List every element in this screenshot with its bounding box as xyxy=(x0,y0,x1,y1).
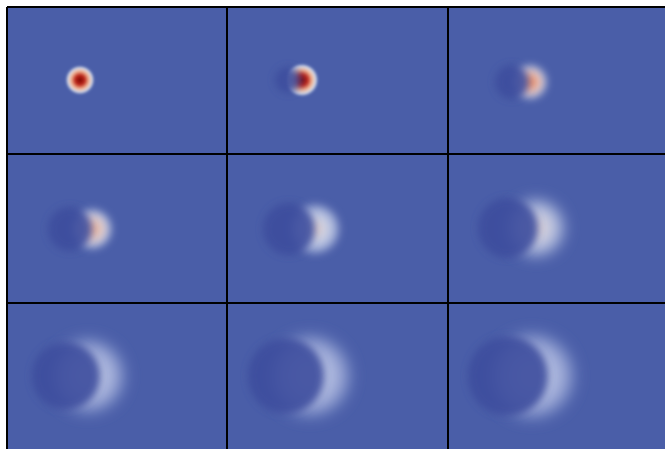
pulse-shadow xyxy=(495,65,529,99)
pulse-shadow xyxy=(263,203,315,255)
pulse-shadow xyxy=(48,207,92,251)
pulse-shadow xyxy=(275,67,301,93)
pulse-shadow xyxy=(32,342,100,410)
pulse-glow xyxy=(65,65,95,95)
panel-borders xyxy=(6,6,665,449)
pulse-shadow xyxy=(478,198,538,258)
frames xyxy=(32,63,578,422)
pulse-shadow xyxy=(248,338,324,414)
pulse-shadow xyxy=(468,336,548,416)
